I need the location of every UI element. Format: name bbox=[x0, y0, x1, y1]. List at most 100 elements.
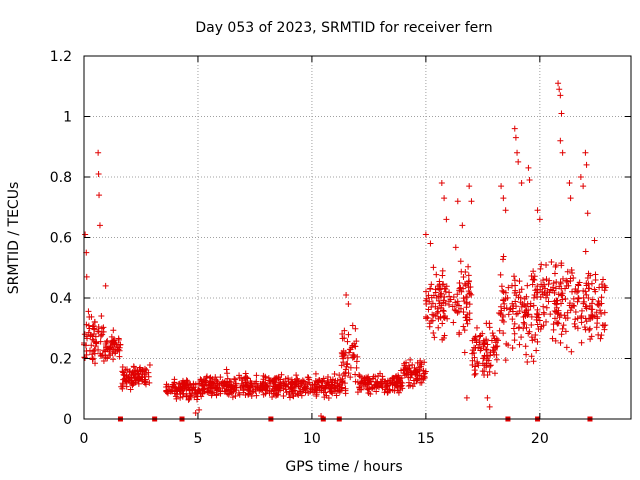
data-point bbox=[456, 279, 463, 286]
data-point bbox=[497, 303, 504, 310]
data-point bbox=[342, 387, 349, 394]
data-point bbox=[102, 348, 109, 355]
data-point bbox=[557, 339, 564, 346]
data-point bbox=[558, 300, 565, 307]
data-point bbox=[163, 383, 170, 390]
data-point bbox=[556, 314, 563, 321]
data-point bbox=[275, 386, 282, 393]
data-point bbox=[575, 281, 582, 288]
data-point bbox=[554, 320, 561, 327]
data-point bbox=[119, 382, 126, 389]
data-point bbox=[465, 278, 472, 285]
data-point bbox=[95, 170, 102, 177]
data-point bbox=[564, 278, 571, 285]
data-points bbox=[81, 80, 609, 422]
data-point bbox=[521, 320, 528, 327]
data-point bbox=[93, 339, 100, 346]
data-point bbox=[198, 380, 205, 387]
data-point bbox=[427, 240, 434, 247]
data-point bbox=[600, 276, 607, 283]
data-point bbox=[534, 321, 541, 328]
data-point bbox=[586, 302, 593, 309]
data-point bbox=[454, 298, 461, 305]
data-point bbox=[526, 328, 533, 335]
data-point bbox=[594, 301, 601, 308]
data-point bbox=[486, 403, 493, 410]
data-point bbox=[416, 366, 423, 373]
data-point bbox=[313, 387, 320, 394]
data-point bbox=[528, 353, 535, 360]
data-point bbox=[464, 320, 471, 327]
data-point bbox=[102, 354, 109, 361]
axes: 0 0.2 0.4 0.6 0.8 1 1.2 0 5 10 15 20 bbox=[50, 49, 632, 447]
data-point bbox=[334, 380, 341, 387]
data-point bbox=[295, 392, 302, 399]
data-point bbox=[551, 315, 558, 322]
data-point bbox=[320, 375, 327, 382]
data-point bbox=[242, 370, 249, 377]
data-point bbox=[245, 391, 252, 398]
data-point bbox=[568, 266, 575, 273]
data-point bbox=[439, 272, 446, 279]
data-point bbox=[202, 377, 209, 384]
data-point bbox=[340, 370, 347, 377]
data-point bbox=[400, 370, 407, 377]
data-point bbox=[572, 308, 579, 315]
data-point bbox=[497, 271, 504, 278]
data-point bbox=[99, 331, 106, 338]
data-point bbox=[557, 92, 564, 99]
data-point bbox=[530, 268, 537, 275]
data-point bbox=[183, 377, 190, 384]
data-point bbox=[329, 387, 336, 394]
data-point bbox=[313, 392, 320, 399]
data-point bbox=[438, 302, 445, 309]
data-point bbox=[344, 354, 351, 361]
data-point bbox=[578, 339, 585, 346]
data-point bbox=[515, 158, 522, 165]
data-point bbox=[286, 394, 293, 401]
data-point bbox=[434, 283, 441, 290]
data-point bbox=[434, 310, 441, 317]
data-point bbox=[257, 382, 264, 389]
data-point bbox=[493, 343, 500, 350]
data-point bbox=[442, 288, 449, 295]
data-point bbox=[353, 364, 360, 371]
data-point bbox=[260, 391, 267, 398]
data-point bbox=[91, 318, 98, 325]
y-tick-label: 0.4 bbox=[50, 291, 72, 307]
data-point bbox=[427, 285, 434, 292]
data-point bbox=[334, 387, 341, 394]
data-point bbox=[544, 292, 551, 299]
data-point bbox=[460, 295, 467, 302]
data-point bbox=[270, 390, 277, 397]
data-point bbox=[528, 313, 535, 320]
data-point bbox=[454, 309, 461, 316]
data-point bbox=[584, 275, 591, 282]
data-point bbox=[598, 294, 605, 301]
data-point bbox=[351, 353, 358, 360]
data-point bbox=[536, 317, 543, 324]
data-point bbox=[563, 277, 570, 284]
data-point bbox=[474, 358, 481, 365]
data-point bbox=[204, 385, 211, 392]
data-point bbox=[253, 372, 260, 379]
data-point bbox=[578, 314, 585, 321]
data-point bbox=[328, 389, 335, 396]
data-point bbox=[454, 291, 461, 298]
data-point bbox=[98, 312, 105, 319]
data-point bbox=[585, 285, 592, 292]
data-point bbox=[304, 374, 311, 381]
data-point bbox=[343, 291, 350, 298]
data-point bbox=[440, 281, 447, 288]
data-point bbox=[543, 294, 550, 301]
data-point bbox=[555, 80, 562, 87]
data-point bbox=[598, 300, 605, 307]
data-point bbox=[511, 125, 518, 132]
data-point bbox=[538, 323, 545, 330]
data-point bbox=[465, 272, 472, 279]
data-point bbox=[421, 359, 428, 366]
data-point bbox=[513, 303, 520, 310]
data-point bbox=[236, 391, 243, 398]
data-point bbox=[197, 390, 204, 397]
data-point bbox=[128, 380, 135, 386]
